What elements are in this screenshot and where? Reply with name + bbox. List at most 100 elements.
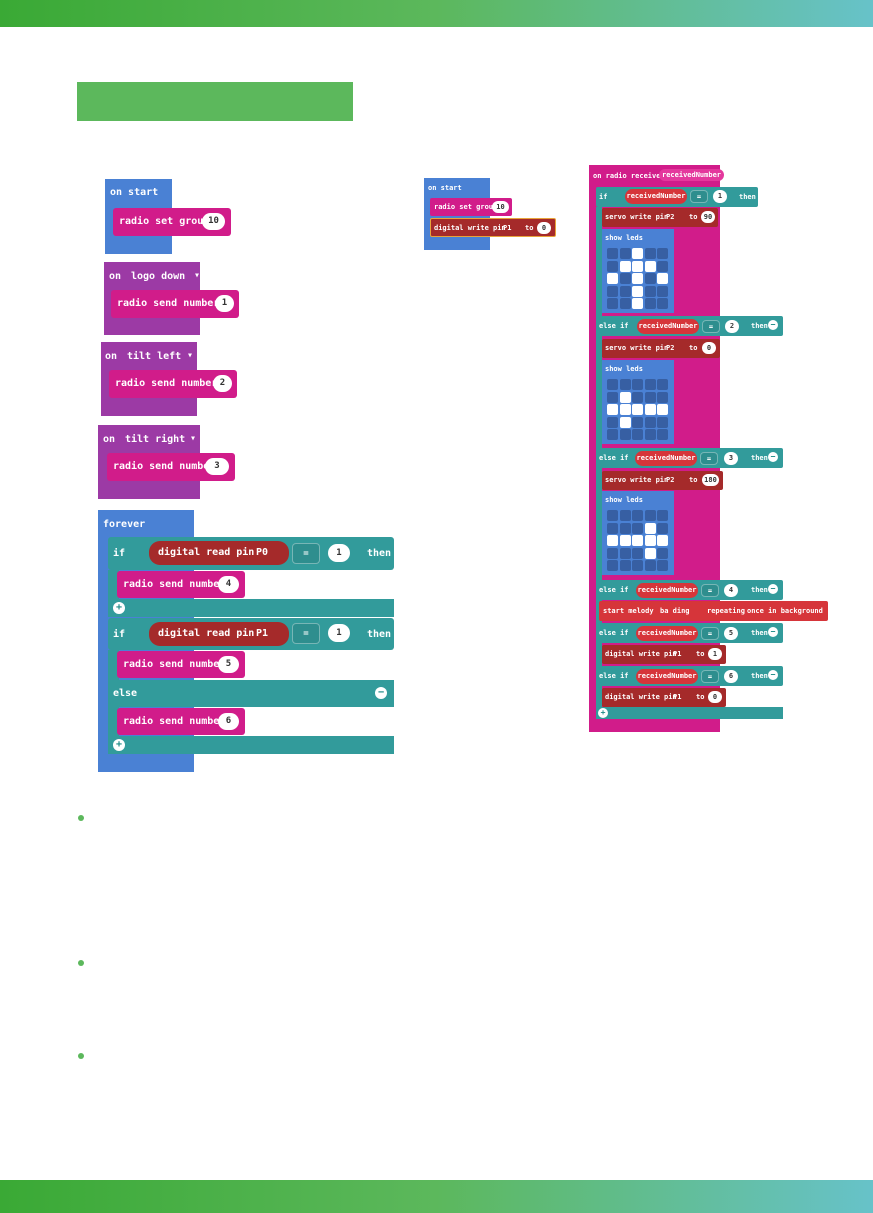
write-value-input[interactable]: 0 — [708, 691, 722, 703]
led-cell[interactable] — [657, 510, 668, 521]
led-cell[interactable] — [607, 429, 618, 440]
write-value-input[interactable]: 0 — [537, 222, 551, 234]
radio-send-number-block[interactable]: radio send number 2 — [109, 370, 237, 398]
logo-down-dropdown[interactable]: logo down — [131, 271, 186, 282]
led-grid[interactable] — [607, 379, 669, 441]
led-cell[interactable] — [644, 510, 656, 521]
tilt-right-dropdown[interactable]: tilt right — [125, 434, 186, 445]
operator-dropdown[interactable]: = — [292, 543, 320, 564]
add-icon[interactable]: + — [113, 602, 125, 614]
remove-icon[interactable]: − — [768, 452, 778, 462]
led-cell[interactable] — [632, 416, 643, 428]
operator-dropdown[interactable]: = — [700, 452, 718, 465]
led-cell[interactable] — [619, 429, 631, 440]
led-cell[interactable] — [619, 404, 631, 415]
led-cell[interactable] — [619, 547, 631, 559]
pin-dropdown[interactable]: P1 — [673, 693, 682, 701]
led-cell[interactable] — [644, 260, 656, 272]
led-cell[interactable] — [632, 273, 643, 284]
operator-dropdown[interactable]: = — [690, 190, 708, 203]
compare-value-input[interactable]: 5 — [724, 627, 738, 640]
digital-read-pin-block[interactable]: digital read pin P0 — [149, 541, 289, 565]
radio-send-number-block[interactable]: radio send number 3 — [107, 453, 235, 481]
led-cell[interactable] — [607, 535, 618, 546]
led-cell[interactable] — [607, 248, 618, 259]
digital-write-pin-block-small[interactable]: digital write pin P1 to 0 — [430, 218, 556, 237]
show-leds-block[interactable]: show leds — [602, 360, 674, 444]
led-cell[interactable] — [644, 298, 656, 309]
led-cell[interactable] — [657, 429, 668, 440]
led-cell[interactable] — [644, 273, 656, 284]
radio-send-number-block[interactable]: radio send number 6 — [117, 708, 245, 735]
led-cell[interactable] — [619, 273, 631, 284]
received-number-var-pill[interactable]: receivedNumber — [636, 669, 698, 684]
pin-dropdown[interactable]: P1 — [673, 650, 682, 658]
led-cell[interactable] — [644, 248, 656, 259]
led-cell[interactable] — [644, 547, 656, 559]
led-cell[interactable] — [632, 391, 643, 403]
show-leds-block[interactable]: show leds — [602, 229, 674, 313]
led-cell[interactable] — [619, 535, 631, 546]
led-cell[interactable] — [619, 379, 631, 390]
send-value-input[interactable]: 3 — [205, 458, 229, 475]
led-cell[interactable] — [632, 522, 643, 534]
group-value-input[interactable]: 10 — [492, 201, 509, 213]
led-cell[interactable] — [607, 379, 618, 390]
send-value-input[interactable]: 1 — [215, 295, 234, 312]
led-cell[interactable] — [657, 391, 668, 403]
add-icon[interactable]: + — [598, 708, 608, 718]
led-cell[interactable] — [632, 429, 643, 440]
radio-set-group-block-small[interactable]: radio set group 10 — [430, 198, 512, 216]
write-value-input[interactable]: 1 — [708, 648, 722, 660]
led-cell[interactable] — [657, 285, 668, 297]
led-cell[interactable] — [644, 404, 656, 415]
led-cell[interactable] — [607, 260, 618, 272]
led-cell[interactable] — [632, 248, 643, 259]
led-cell[interactable] — [632, 535, 643, 546]
received-number-var-pill[interactable]: receivedNumber — [636, 583, 698, 598]
compare-value-input[interactable]: 4 — [724, 584, 738, 597]
led-cell[interactable] — [657, 404, 668, 415]
led-cell[interactable] — [657, 522, 668, 534]
led-cell[interactable] — [607, 416, 618, 428]
servo-write-pin-block[interactable]: servo write pin P2 to 180 — [602, 471, 723, 490]
send-value-input[interactable]: 4 — [218, 576, 239, 593]
led-cell[interactable] — [632, 379, 643, 390]
led-cell[interactable] — [632, 560, 643, 571]
repeat-mode-dropdown[interactable]: once in background — [747, 607, 823, 615]
else-block[interactable]: else − — [108, 680, 394, 707]
led-cell[interactable] — [607, 547, 618, 559]
send-value-input[interactable]: 6 — [218, 713, 239, 730]
radio-send-number-block[interactable]: radio send number 5 — [117, 651, 245, 678]
remove-icon[interactable]: − — [375, 687, 387, 699]
led-cell[interactable] — [607, 560, 618, 571]
received-number-var-pill[interactable]: receivedNumber — [635, 451, 697, 466]
led-cell[interactable] — [657, 547, 668, 559]
compare-value-input[interactable]: 2 — [725, 320, 739, 333]
operator-dropdown[interactable]: = — [292, 623, 320, 644]
digital-write-pin-block[interactable]: digital write pin P1 to 0 — [602, 688, 726, 707]
operator-dropdown[interactable]: = — [701, 627, 719, 640]
operator-dropdown[interactable]: = — [702, 320, 720, 333]
send-value-input[interactable]: 5 — [218, 656, 239, 673]
led-cell[interactable] — [607, 522, 618, 534]
led-cell[interactable] — [619, 522, 631, 534]
led-cell[interactable] — [657, 248, 668, 259]
digital-write-pin-block[interactable]: digital write pin P1 to 1 — [602, 645, 726, 664]
led-cell[interactable] — [644, 379, 656, 390]
led-cell[interactable] — [644, 535, 656, 546]
compare-value-input[interactable]: 1 — [328, 544, 350, 562]
led-cell[interactable] — [619, 391, 631, 403]
led-cell[interactable] — [632, 510, 643, 521]
led-cell[interactable] — [619, 285, 631, 297]
led-cell[interactable] — [632, 260, 643, 272]
group-value-input[interactable]: 10 — [202, 213, 225, 230]
add-icon[interactable]: + — [113, 739, 125, 751]
led-cell[interactable] — [657, 273, 668, 284]
servo-value-input[interactable]: 180 — [702, 474, 719, 486]
led-grid[interactable] — [607, 248, 669, 310]
led-cell[interactable] — [644, 560, 656, 571]
radio-set-group-block[interactable]: radio set group 10 — [113, 208, 231, 236]
melody-dropdown[interactable]: ba ding — [660, 607, 690, 615]
led-cell[interactable] — [619, 510, 631, 521]
